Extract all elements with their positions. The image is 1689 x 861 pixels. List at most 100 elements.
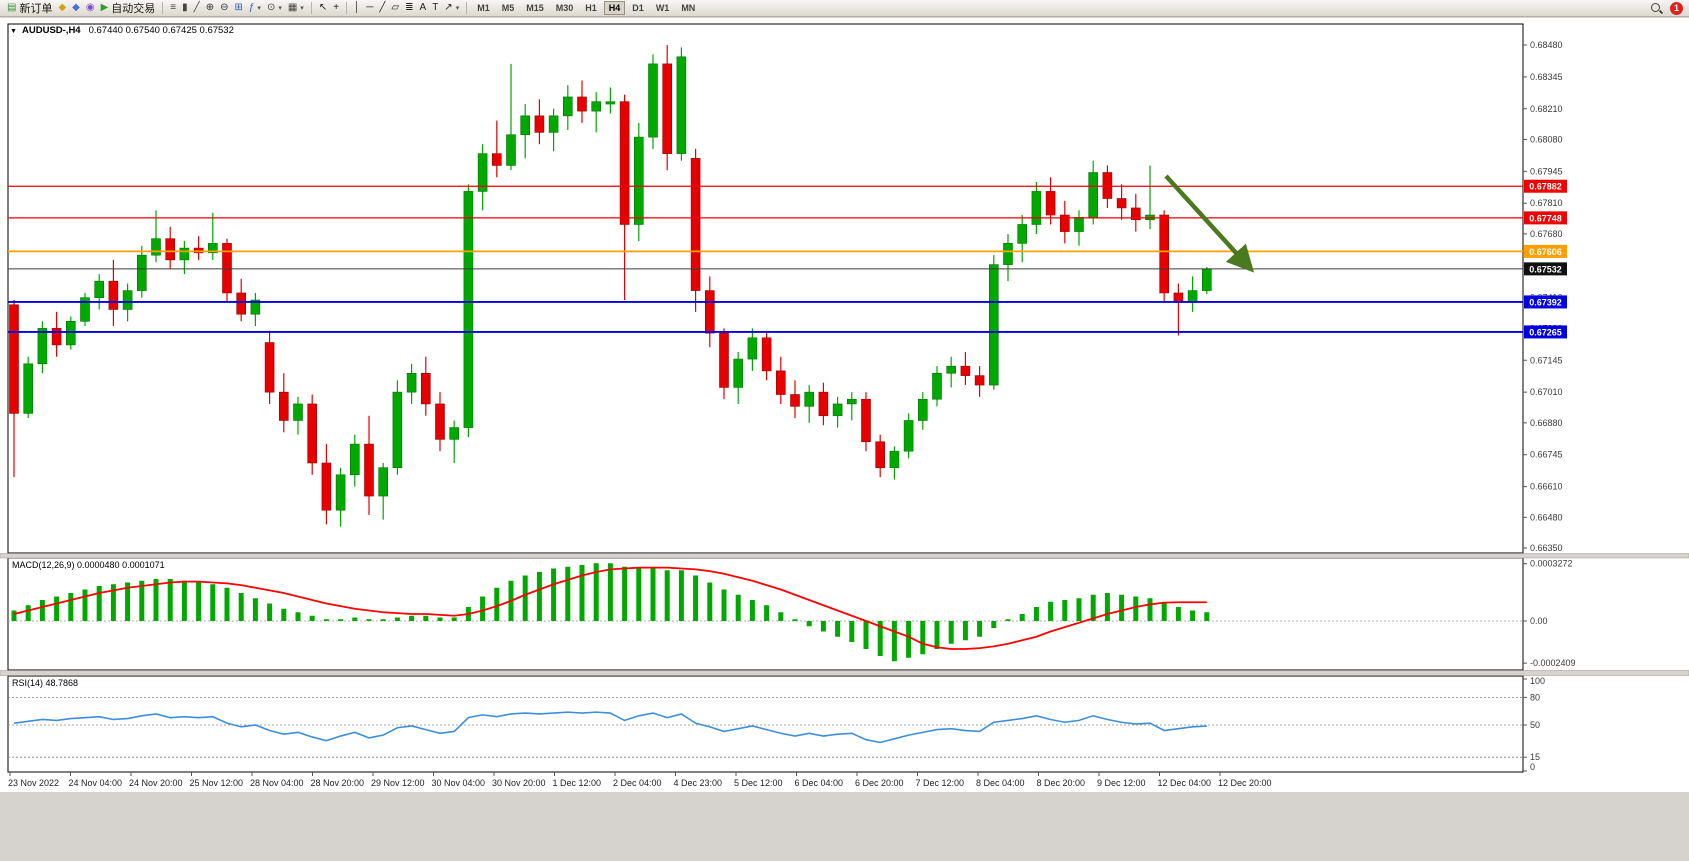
- candle: [690, 148, 701, 312]
- price-level-badge: 0.67265: [1524, 325, 1567, 339]
- panel-splitter[interactable]: [0, 553, 1689, 559]
- market-watch-icon-button[interactable]: ◆: [55, 1, 69, 16]
- tile-windows-button[interactable]: ⊞: [231, 1, 245, 16]
- candle: [477, 144, 488, 211]
- zoom-in-button[interactable]: ⊕: [203, 1, 217, 16]
- candle: [1003, 233, 1013, 282]
- timeframe-button-M1[interactable]: M1: [477, 3, 490, 13]
- candle: [832, 396, 843, 428]
- candlestick-mode-button[interactable]: ▮: [179, 1, 191, 16]
- candle: [733, 351, 744, 404]
- candle: [619, 94, 630, 301]
- candle: [960, 351, 971, 386]
- trend-arrow-annotation[interactable]: [1164, 174, 1255, 273]
- line-chart-mode-button[interactable]: ╱: [191, 1, 203, 16]
- label-tool-button[interactable]: T: [429, 1, 441, 16]
- toolbar-right-group: 1: [1650, 1, 1685, 15]
- time-axis-label: 28 Nov 04:00: [250, 778, 304, 788]
- candle: [818, 382, 829, 426]
- candle: [790, 380, 800, 419]
- timeframe-button-H1[interactable]: H1: [585, 3, 597, 13]
- panel-splitter[interactable]: [0, 670, 1689, 676]
- chevron-down-icon: ▾: [257, 5, 261, 12]
- candle: [861, 392, 871, 452]
- candle: [846, 392, 857, 421]
- price-level-badge: 0.67748: [1524, 211, 1567, 225]
- time-axis-label: 6 Dec 20:00: [855, 778, 904, 788]
- zoom-out-button[interactable]: ⊖: [217, 1, 231, 16]
- candle: [548, 108, 559, 152]
- periods-icon: ⊙: [266, 2, 276, 13]
- price-axis-tick: 0.68480: [1530, 40, 1563, 50]
- price-axis-tick: 0.68210: [1530, 104, 1563, 114]
- autotrading-button[interactable]: ▶ 自动交易: [98, 1, 159, 16]
- candle: [932, 366, 942, 407]
- line-chart-mode-icon: ╱: [193, 2, 200, 13]
- candle: [491, 120, 502, 178]
- horizontal-line-tool-button[interactable]: ─: [363, 1, 376, 16]
- arrows-tool-button[interactable]: ↗ ▾: [441, 1, 462, 16]
- candle: [1131, 193, 1141, 232]
- candle: [222, 238, 232, 303]
- candle: [108, 259, 119, 327]
- new-order-button[interactable]: ▤ 新订单: [4, 1, 55, 16]
- cursor-tool-icon: ↖: [318, 2, 328, 13]
- timeframe-button-D1[interactable]: D1: [632, 3, 644, 13]
- timeframe-button-M30[interactable]: M30: [555, 3, 574, 13]
- timeframe-button-M15[interactable]: M15: [526, 3, 544, 13]
- vertical-line-tool-button[interactable]: │: [351, 1, 363, 16]
- timeframe-button-H4[interactable]: H4: [603, 1, 626, 15]
- chart-title: AUDUSD-,H4 0.67440 0.67540 0.67425 0.6753…: [22, 25, 234, 36]
- candle: [463, 184, 474, 438]
- candle: [534, 99, 545, 145]
- fibonacci-tool-button[interactable]: ≣: [402, 1, 416, 16]
- indicators-button[interactable]: ƒ ▾: [246, 1, 264, 16]
- crosshair-tool-button[interactable]: +: [330, 1, 342, 16]
- timeframe-button-M5[interactable]: M5: [501, 3, 515, 13]
- text-tool-button[interactable]: A: [417, 1, 430, 16]
- navigator-icon-button[interactable]: ◆: [69, 1, 83, 16]
- channel-tool-icon: ▱: [391, 2, 400, 13]
- candle: [264, 330, 275, 404]
- toolbar-separator: [162, 2, 164, 14]
- candle: [974, 366, 985, 397]
- notification-badge[interactable]: 1: [1670, 1, 1683, 15]
- templates-button[interactable]: ▦ ▾: [285, 1, 307, 16]
- candle: [321, 444, 332, 525]
- candle: [1159, 210, 1169, 303]
- time-axis-label: 8 Dec 04:00: [976, 778, 1025, 788]
- candle: [1060, 200, 1070, 244]
- time-axis-label: 8 Dec 20:00: [1037, 778, 1086, 788]
- bar-chart-mode-button[interactable]: ≡: [167, 1, 179, 16]
- toolbar-left-group: ▤ 新订单 ◆ ◆ ◉ ▶ 自动交易 ≡ ▮ ╱ ⊕ ⊖ ⊞ ƒ ▾ ⊙ ▾ ▦ ▾ ↖ + │ ─ ╱ ▱ ≣ A T ↗ ▾: [4, 1, 471, 16]
- price-axis-tick: 0.68080: [1530, 134, 1563, 144]
- channel-tool-button[interactable]: ▱: [388, 1, 402, 16]
- macd-axis-tick: 0.0003272: [1530, 559, 1573, 569]
- search-icon[interactable]: [1650, 2, 1663, 15]
- price-axis-tick: 0.67145: [1530, 355, 1563, 365]
- price-axis-tick: 0.68345: [1530, 72, 1563, 82]
- tile-windows-icon: ⊞: [234, 2, 243, 13]
- timeframe-button-MN[interactable]: MN: [681, 3, 696, 13]
- time-axis-label: 6 Dec 04:00: [795, 778, 844, 788]
- time-axis-label: 4 Dec 23:00: [674, 778, 723, 788]
- text-tool-icon: A: [419, 2, 427, 13]
- candle: [435, 392, 445, 452]
- trendline-tool-button[interactable]: ╱: [376, 1, 388, 16]
- svg-text:0.67882: 0.67882: [1529, 182, 1562, 192]
- candle: [662, 45, 673, 171]
- terminal-icon-button[interactable]: ◉: [83, 1, 98, 16]
- price-axis-tick: 0.66880: [1530, 418, 1563, 428]
- candles: [9, 45, 1212, 527]
- periods-button[interactable]: ⊙ ▾: [264, 1, 285, 16]
- candle: [364, 415, 374, 515]
- price-axis-tick: 0.66745: [1530, 450, 1563, 460]
- candle: [633, 122, 644, 242]
- rsi-axis-tick: 50: [1530, 720, 1540, 730]
- timeframe-button-W1[interactable]: W1: [655, 3, 670, 13]
- candle: [307, 394, 318, 475]
- chart-window-menu-icon[interactable]: ▼: [10, 28, 17, 35]
- time-axis-label: 9 Dec 12:00: [1097, 778, 1146, 788]
- cursor-tool-button[interactable]: ↖: [316, 1, 330, 16]
